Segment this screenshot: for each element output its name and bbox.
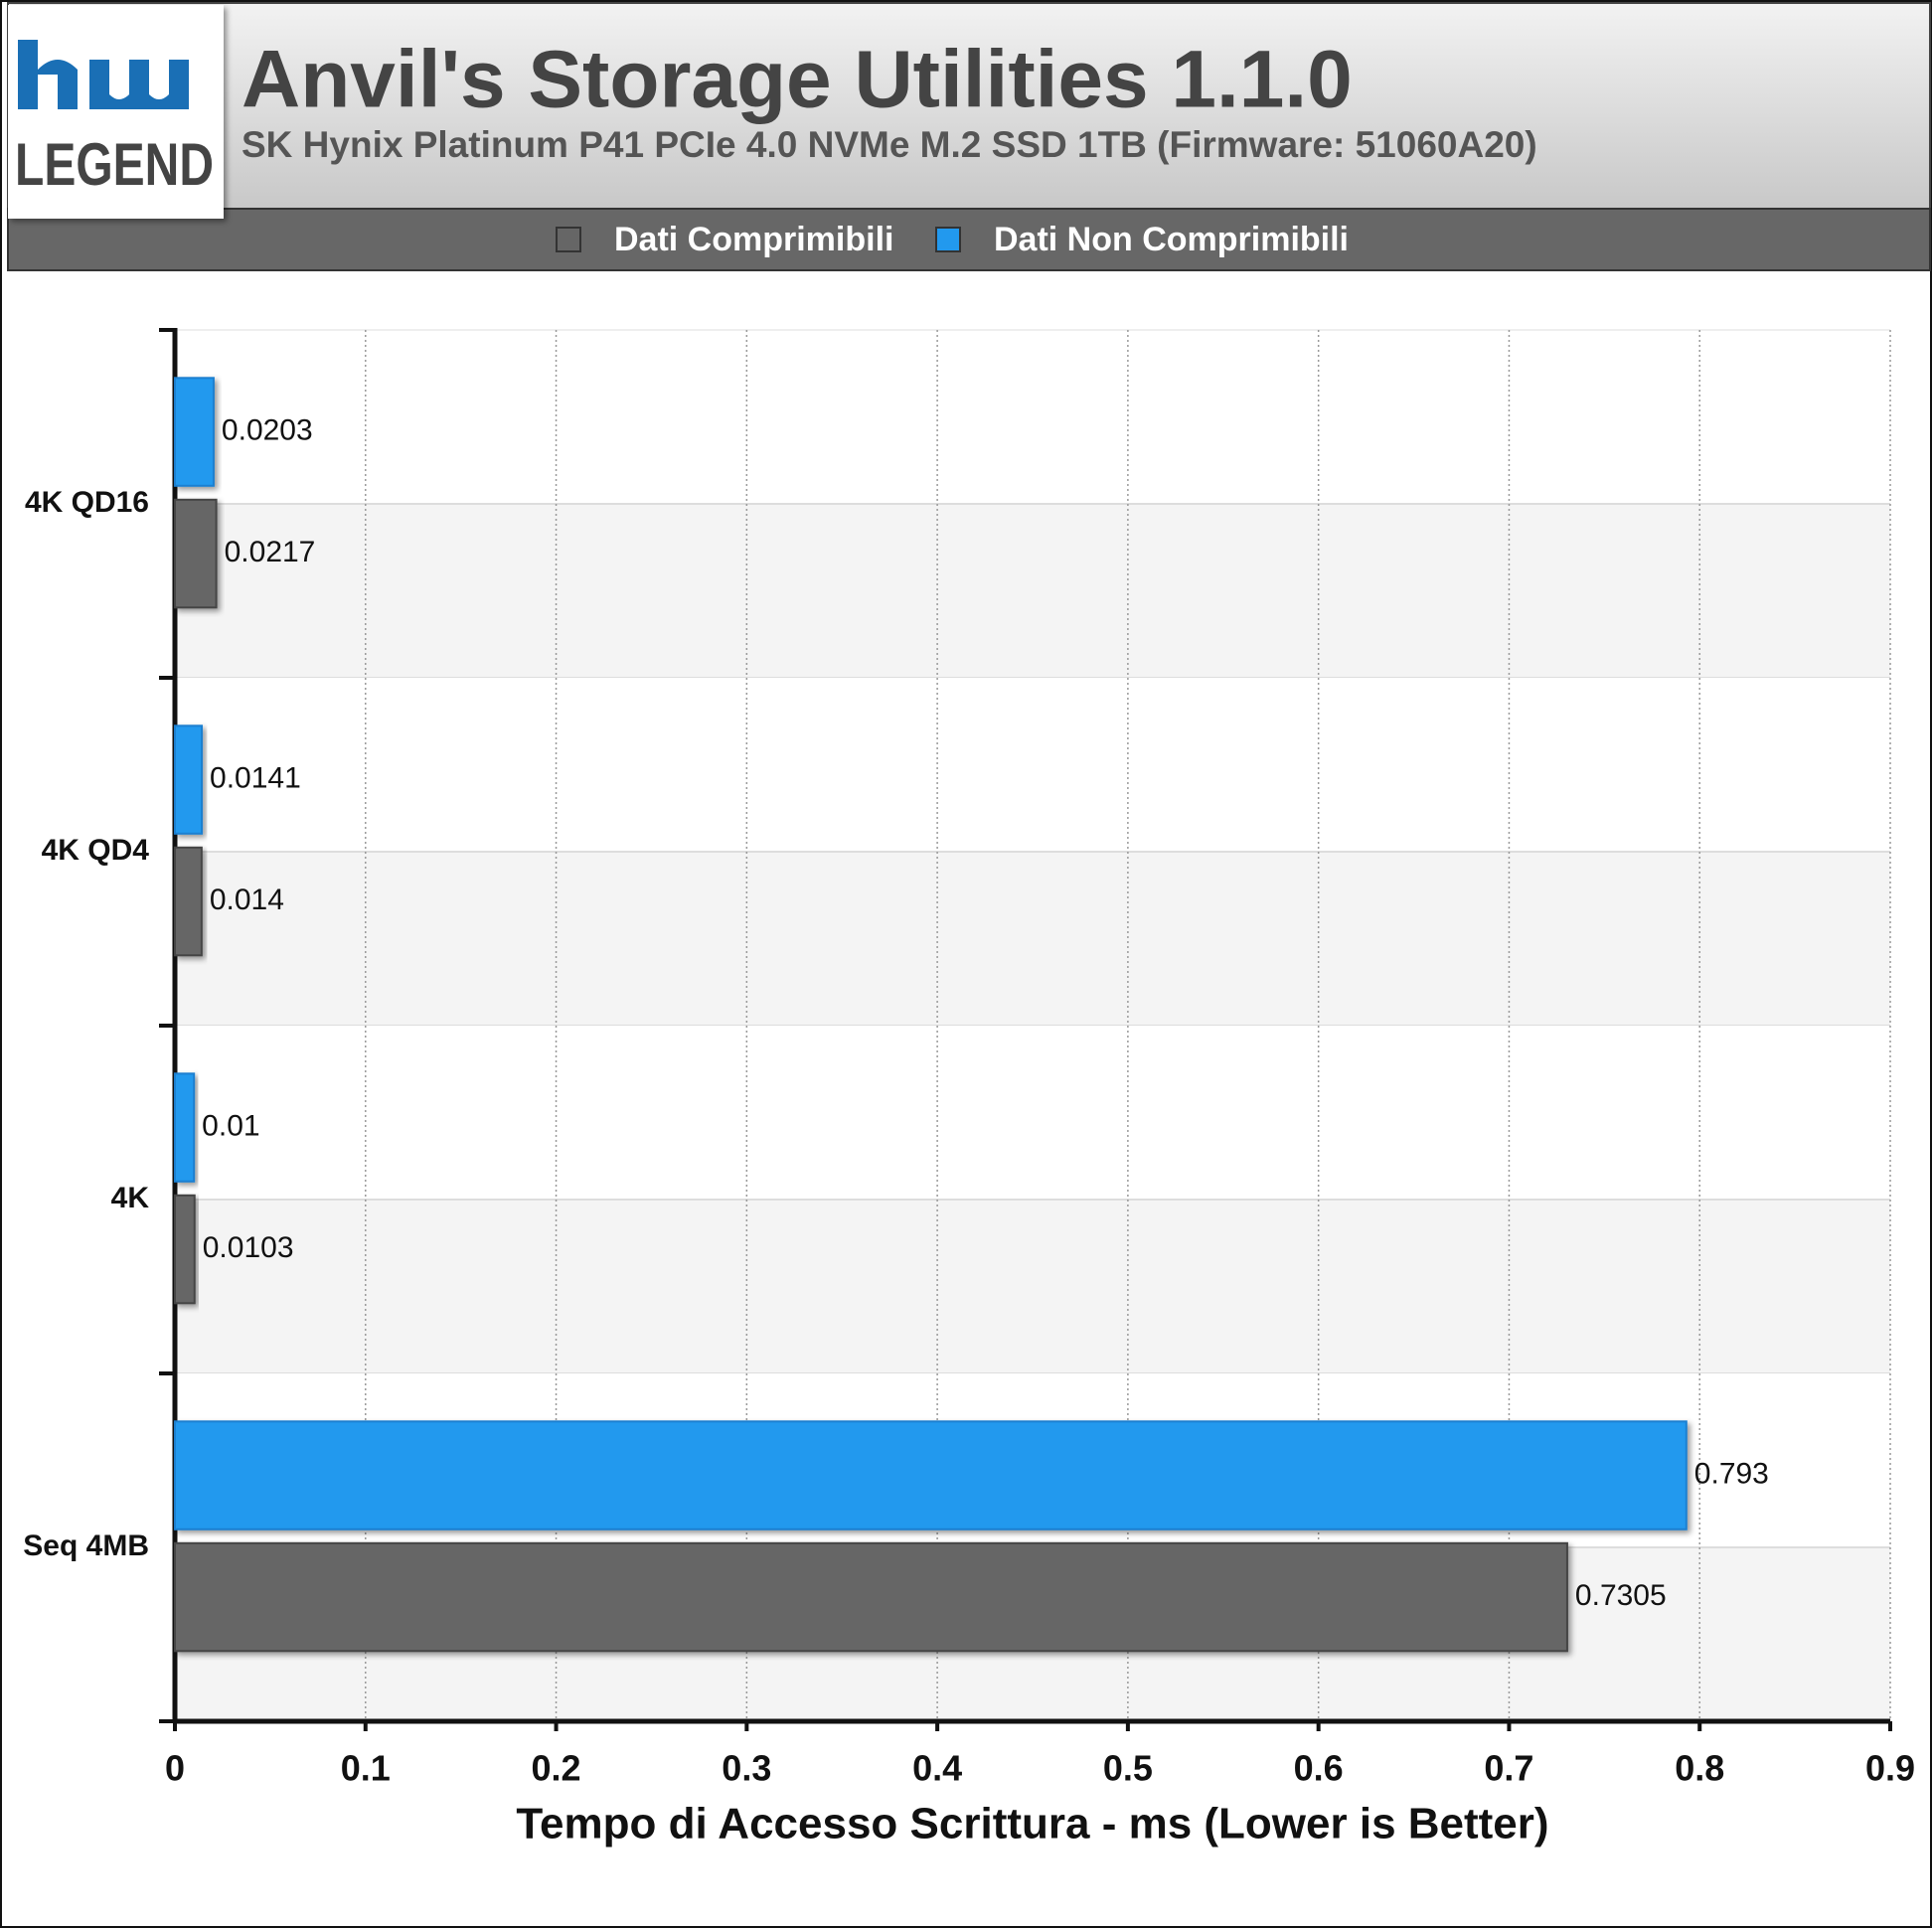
y-tick-label: Seq 4MB bbox=[23, 1529, 149, 1562]
logo-box bbox=[8, 5, 224, 219]
chart-subtitle: SK Hynix Platinum P41 PCIe 4.0 NVMe M.2 … bbox=[242, 124, 1537, 165]
logo-text: LEGEND bbox=[15, 131, 214, 198]
band-upper bbox=[175, 330, 1890, 504]
x-tick-label: 0.9 bbox=[1865, 1748, 1915, 1789]
x-tick-label: 0 bbox=[165, 1748, 185, 1789]
value-label: 0.0217 bbox=[225, 536, 316, 568]
bar bbox=[174, 1072, 196, 1183]
x-tick-label: 0.2 bbox=[532, 1748, 581, 1789]
legend-label: Dati Comprimibili bbox=[614, 221, 893, 258]
legend-swatch bbox=[935, 227, 961, 252]
bar bbox=[174, 724, 204, 835]
value-label: 0.793 bbox=[1694, 1457, 1769, 1490]
band-lower bbox=[175, 504, 1890, 678]
bar bbox=[174, 1420, 1688, 1530]
y-tick-label: 4K QD16 bbox=[25, 486, 149, 519]
legend-bar bbox=[7, 208, 1931, 271]
x-tick-label: 0.7 bbox=[1484, 1748, 1533, 1789]
band-upper bbox=[175, 1026, 1890, 1200]
x-tick-label: 0.4 bbox=[912, 1748, 962, 1789]
value-label: 0.0203 bbox=[222, 413, 313, 446]
x-tick-label: 0.5 bbox=[1103, 1748, 1153, 1789]
logo-mark bbox=[18, 40, 189, 109]
y-tick-label: 4K QD4 bbox=[42, 834, 150, 867]
x-tick-label: 0.6 bbox=[1294, 1748, 1344, 1789]
band-upper bbox=[175, 678, 1890, 852]
x-tick-label: 0.3 bbox=[722, 1748, 771, 1789]
band-lower bbox=[175, 852, 1890, 1026]
header bbox=[7, 2, 1931, 210]
bar bbox=[174, 1194, 196, 1305]
bar bbox=[174, 846, 203, 957]
x-tick-label: 0.8 bbox=[1675, 1748, 1724, 1789]
band-lower bbox=[175, 1200, 1890, 1373]
value-label: 0.014 bbox=[210, 884, 284, 916]
x-tick-label: 0.1 bbox=[341, 1748, 391, 1789]
legend-label: Dati Non Comprimibili bbox=[994, 221, 1349, 258]
value-label: 0.0103 bbox=[203, 1231, 294, 1264]
chart-title: Anvil's Storage Utilities 1.1.0 bbox=[242, 35, 1353, 125]
value-label: 0.01 bbox=[202, 1109, 259, 1142]
bar bbox=[174, 498, 218, 609]
logo: LEGEND bbox=[8, 5, 224, 219]
legend-swatch bbox=[556, 227, 581, 252]
x-axis-label: Tempo di Accesso Scrittura - ms (Lower i… bbox=[516, 1800, 1548, 1848]
bar bbox=[174, 1541, 1568, 1653]
value-label: 0.0141 bbox=[210, 761, 301, 794]
value-label: 0.7305 bbox=[1575, 1579, 1667, 1612]
y-tick-label: 4K bbox=[111, 1182, 150, 1214]
bar bbox=[174, 377, 215, 487]
